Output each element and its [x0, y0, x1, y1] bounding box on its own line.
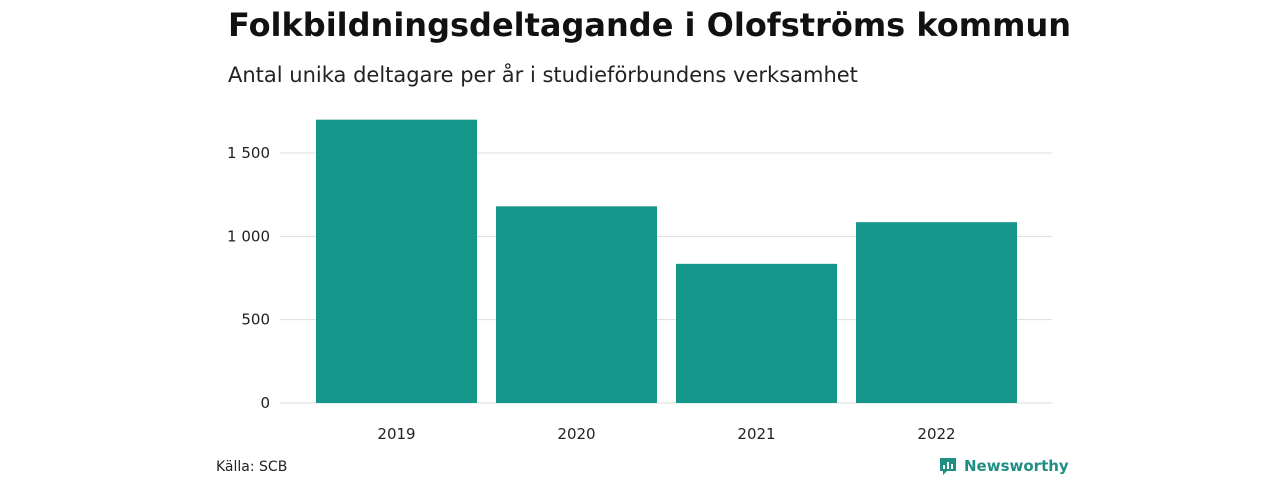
brand-name: Newsworthy	[964, 457, 1069, 475]
bar	[316, 119, 477, 404]
newsworthy-logo-icon	[940, 458, 956, 475]
x-tick-label: 2022	[917, 425, 955, 443]
chart-subtitle: Antal unika deltagare per år i studieför…	[228, 63, 858, 87]
bar	[856, 222, 1017, 403]
x-tick-label: 2019	[377, 425, 415, 443]
y-tick-label: 500	[241, 311, 270, 329]
y-tick-label: 0	[260, 394, 270, 412]
chart-title: Folkbildningsdeltagande i Olofströms kom…	[228, 6, 1072, 44]
source-label: Källa: SCB	[216, 459, 288, 475]
x-tick-label: 2021	[737, 425, 775, 443]
bar	[496, 206, 657, 403]
x-tick-label: 2020	[557, 425, 595, 443]
bar	[676, 263, 837, 403]
y-tick-label: 1 000	[227, 227, 270, 245]
y-tick-label: 1 500	[227, 144, 270, 162]
brand-logo: Newsworthy	[938, 456, 1069, 476]
